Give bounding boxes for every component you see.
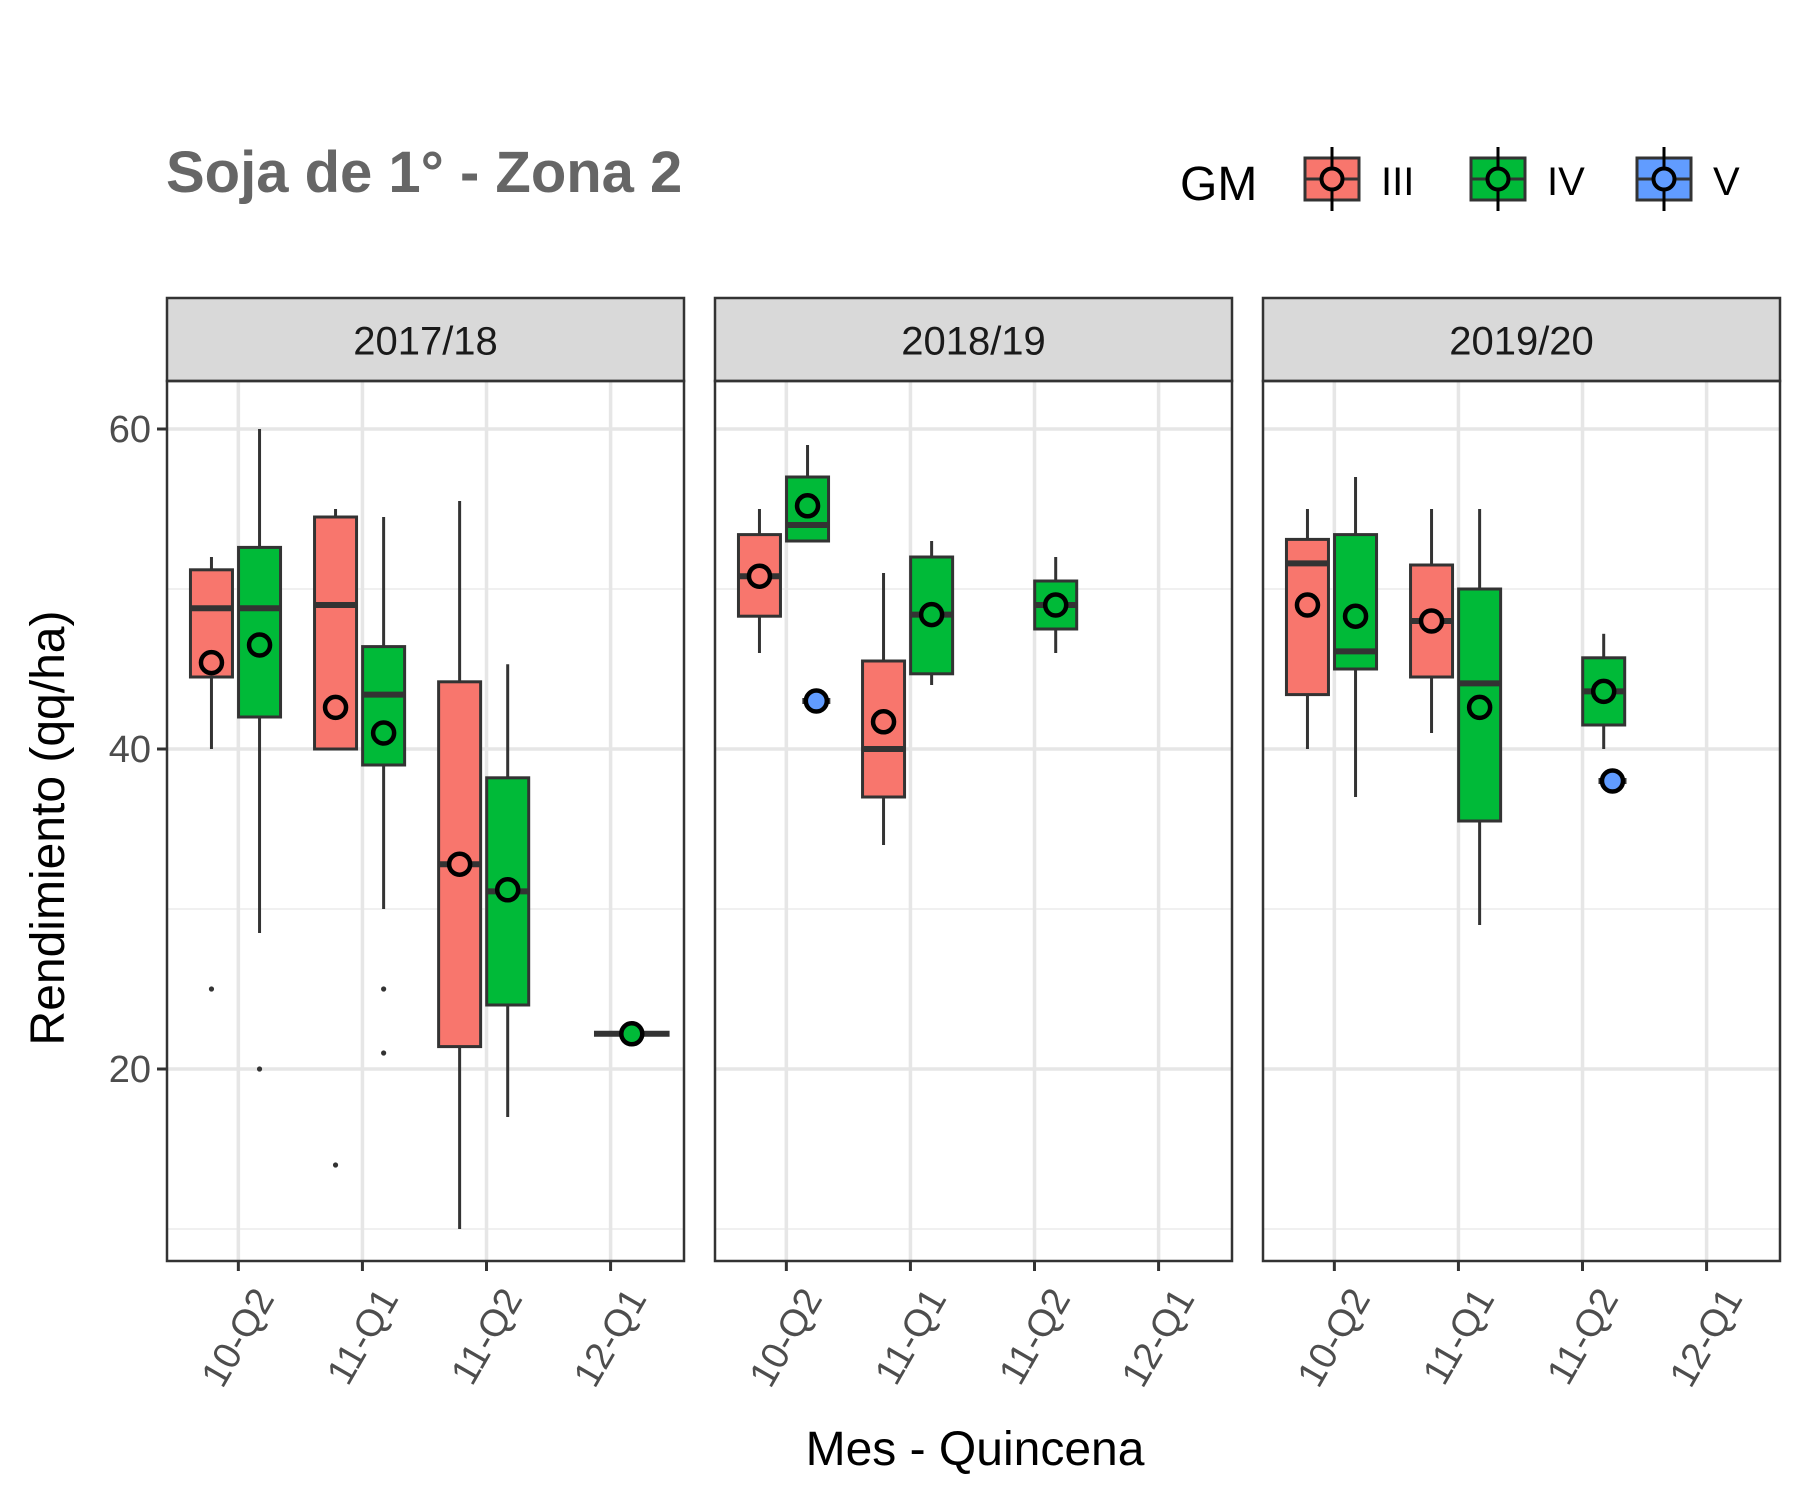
y-tick-label: 40 bbox=[109, 729, 151, 771]
x-tick-label: 12-Q1 bbox=[566, 1282, 655, 1394]
box-10-Q2-IV bbox=[1333, 477, 1379, 797]
mean-point bbox=[246, 632, 273, 658]
panel-border bbox=[1261, 379, 1782, 1263]
facet-panel-2017-18: 2017/18 10-Q2 11-Q1 11-Q2 12-Q1 bbox=[165, 296, 686, 1394]
mean-point bbox=[494, 877, 521, 903]
box-10-Q2-III bbox=[736, 509, 782, 653]
box-11-Q1-IV bbox=[361, 517, 407, 1056]
box-10-Q2-III bbox=[188, 557, 234, 992]
y-tick-label: 20 bbox=[109, 1049, 151, 1091]
panel-border bbox=[713, 379, 1234, 1263]
y-axis-title: Rendimiento (qq/ha) bbox=[22, 611, 75, 1046]
legend-key-IV: IV bbox=[1469, 147, 1585, 211]
mean-point bbox=[1590, 678, 1617, 705]
box-11-Q1-IV bbox=[909, 541, 955, 685]
box-11-Q1-III bbox=[1409, 509, 1455, 733]
mean-point bbox=[1294, 592, 1321, 618]
box-11-Q2-V bbox=[1598, 768, 1627, 794]
box-11-Q2-IV bbox=[1581, 633, 1627, 749]
mean-point bbox=[446, 851, 473, 877]
chart-title: Soja de 1° - Zona 2 bbox=[166, 140, 682, 205]
facet-strip-label: 2017/18 bbox=[353, 320, 498, 364]
outlier-point bbox=[332, 1162, 339, 1168]
panel-background bbox=[167, 381, 684, 1261]
mean-point bbox=[1466, 694, 1493, 721]
facet-panel-2019-20: 2019/20 10-Q2 11-Q1 11-Q2 12-Q1 bbox=[1261, 296, 1782, 1394]
facet-strip-label: 2019/20 bbox=[1449, 320, 1594, 364]
legend-label: III bbox=[1381, 160, 1414, 204]
legend: GM III IV V bbox=[1180, 147, 1740, 211]
x-tick-label: 10-Q2 bbox=[194, 1282, 283, 1394]
box-11-Q2-III bbox=[437, 501, 483, 1229]
facet-panel-2018-19: 2018/19 10-Q2 11-Q1 11-Q2 12-Q1 bbox=[713, 296, 1234, 1394]
outlier-point bbox=[256, 1066, 263, 1072]
x-tick-label: 11-Q2 bbox=[443, 1282, 531, 1392]
y-tick-label: 60 bbox=[109, 409, 151, 451]
outlier-point bbox=[208, 986, 215, 992]
x-tick-label: 12-Q1 bbox=[1114, 1282, 1203, 1394]
x-tick-label: 10-Q2 bbox=[1290, 1282, 1379, 1394]
mean-point bbox=[918, 601, 945, 628]
box-iqr bbox=[1457, 587, 1503, 823]
mean-point bbox=[198, 649, 225, 676]
mean-point bbox=[746, 563, 773, 589]
box-11-Q1-III bbox=[861, 573, 907, 845]
legend-title: GM bbox=[1180, 158, 1257, 211]
x-tick-label: 11-Q1 bbox=[319, 1282, 407, 1392]
mean-point bbox=[794, 493, 821, 519]
x-tick-label: 12-Q1 bbox=[1662, 1282, 1751, 1394]
box-10-Q2-V bbox=[802, 688, 831, 714]
box-11-Q2-IV bbox=[485, 664, 531, 1117]
facet-panels: 2017/18 10-Q2 11-Q1 11-Q2 12-Q1 2018/19 10-Q2 1… bbox=[109, 296, 1782, 1394]
mean-point bbox=[370, 720, 397, 746]
facet-strip bbox=[165, 296, 686, 383]
x-tick-label: 11-Q1 bbox=[867, 1282, 955, 1392]
x-tick-label: 11-Q2 bbox=[1539, 1282, 1627, 1392]
outlier-point bbox=[381, 986, 387, 992]
facet-strip-label: 2018/19 bbox=[901, 320, 1046, 364]
box-10-Q2-III bbox=[1284, 509, 1330, 749]
x-axis-title: Mes - Quincena bbox=[806, 1423, 1145, 1476]
x-tick-label: 11-Q1 bbox=[1415, 1282, 1503, 1392]
x-tick-label: 10-Q2 bbox=[742, 1282, 831, 1394]
mean-point bbox=[1599, 768, 1626, 794]
box-11-Q1-IV bbox=[1457, 509, 1503, 925]
mean-point bbox=[619, 1021, 645, 1047]
mean-point bbox=[1342, 603, 1369, 629]
mean-point bbox=[870, 709, 897, 735]
box-10-Q2-IV bbox=[237, 429, 283, 1072]
mean-point bbox=[803, 688, 830, 714]
panel-border bbox=[165, 379, 686, 1263]
box-11-Q2-IV bbox=[1033, 557, 1079, 653]
legend-key-V: V bbox=[1635, 147, 1740, 211]
outlier-point bbox=[381, 1050, 387, 1056]
mean-point bbox=[322, 694, 349, 721]
mean-point bbox=[1418, 608, 1445, 634]
legend-label: IV bbox=[1547, 160, 1585, 204]
box-iqr bbox=[237, 545, 283, 719]
legend-key-mean bbox=[1319, 166, 1345, 192]
box-iqr bbox=[1333, 533, 1379, 671]
legend-key-III: III bbox=[1303, 147, 1414, 211]
legend-key-mean bbox=[1651, 166, 1677, 192]
box-iqr bbox=[361, 645, 407, 767]
x-tick-label: 11-Q2 bbox=[991, 1282, 1079, 1392]
legend-label: V bbox=[1713, 160, 1740, 204]
box-12-Q1-IV bbox=[593, 1021, 670, 1047]
mean-point bbox=[1042, 592, 1069, 618]
legend-key-mean bbox=[1485, 166, 1511, 192]
box-11-Q1-III bbox=[313, 509, 359, 1168]
box-10-Q2-IV bbox=[785, 445, 831, 543]
panel-background bbox=[1263, 381, 1780, 1261]
